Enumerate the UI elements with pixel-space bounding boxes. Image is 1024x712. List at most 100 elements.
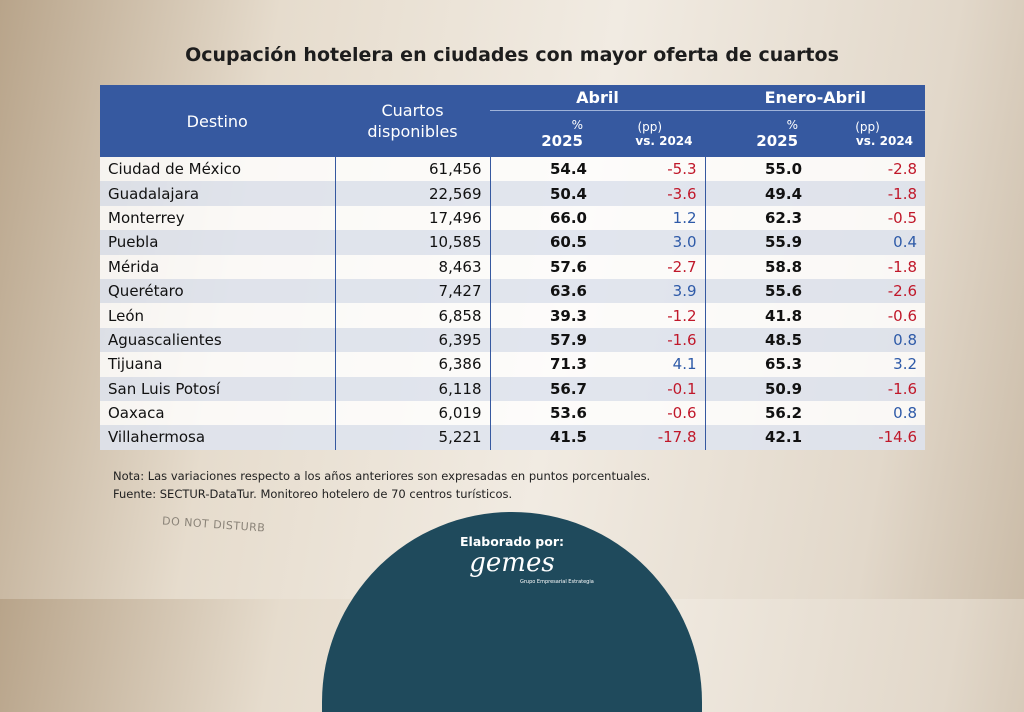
header-group: Abril <box>489 85 706 111</box>
table-cell: -0.6 <box>810 303 926 328</box>
note: Nota: Las variaciones respecto a los año… <box>113 469 651 483</box>
table-row: Oaxaca 6,019 53.6 -0.6 56.2 0.8 <box>100 400 926 426</box>
table-cell: -5.3 <box>595 157 706 182</box>
table-cell: 6,118 <box>334 376 490 401</box>
header-sub: (pp) vs. 2024 <box>595 110 706 157</box>
table-cell: 0.8 <box>810 327 926 353</box>
header-sub-top: % <box>571 117 583 132</box>
table-cell: 63.6 <box>489 278 595 304</box>
header-sub-bottom: 2025 <box>756 131 799 150</box>
table-cell: León <box>100 303 335 328</box>
table-row: León 6,858 39.3 -1.2 41.8 -0.6 <box>100 303 926 328</box>
table-cell: 6,019 <box>334 400 490 426</box>
table-row: San Luis Potosí 6,118 56.7 -0.1 50.9 -1.6 <box>100 376 926 401</box>
table-cell: -2.6 <box>810 278 926 304</box>
table-cell: 3.2 <box>810 352 926 377</box>
table-cell: -3.6 <box>595 181 706 206</box>
table-cell: Aguascalientes <box>100 327 335 353</box>
table-row: Ciudad de México 61,456 54.4 -5.3 55.0 -2.8 <box>100 157 926 182</box>
table-cell: 3.0 <box>595 230 706 255</box>
table-cell: 62.3 <box>704 205 811 231</box>
table-cell: 57.6 <box>489 254 595 279</box>
table-cell: 49.4 <box>704 181 811 206</box>
table-cell: -2.8 <box>810 157 926 182</box>
header-sub: % 2025 <box>704 110 811 157</box>
table: Destino Cuartos disponibles Abril Enero-… <box>100 85 926 450</box>
table-cell: 53.6 <box>489 400 595 426</box>
table-cell: -2.7 <box>595 254 706 279</box>
table-cell: 41.5 <box>489 425 595 450</box>
table-cell: 6,386 <box>334 352 490 377</box>
table-cell: 39.3 <box>489 303 595 328</box>
header-sub-bottom: vs. 2024 <box>635 133 693 148</box>
table-cell: 61,456 <box>334 157 490 182</box>
table-row: Villahermosa 5,221 41.5 -17.8 42.1 -14.6 <box>100 425 926 450</box>
table-row: Mérida 8,463 57.6 -2.7 58.8 -1.8 <box>100 254 926 279</box>
table-cell: 65.3 <box>704 352 811 377</box>
header-cell: Cuartos disponibles <box>334 85 490 157</box>
logo: gemes <box>469 548 555 578</box>
table-row: Monterrey 17,496 66.0 1.2 62.3 -0.5 <box>100 205 926 231</box>
table-cell: 17,496 <box>334 205 490 231</box>
table-cell: Guadalajara <box>100 181 335 206</box>
table-cell: 3.9 <box>595 278 706 304</box>
table-row: Tijuana 6,386 71.3 4.1 65.3 3.2 <box>100 352 926 377</box>
table-cell: 1.2 <box>595 205 706 231</box>
header-sub: % 2025 <box>489 110 595 157</box>
table-cell: 54.4 <box>489 157 595 182</box>
table-cell: Villahermosa <box>100 425 335 450</box>
header-sub-top: (pp) <box>637 119 663 134</box>
table-cell: Oaxaca <box>100 400 335 426</box>
table-cell: 50.9 <box>704 376 811 401</box>
table-cell: -0.1 <box>595 376 706 401</box>
table-cell: 6,858 <box>334 303 490 328</box>
table-cell: -0.6 <box>595 400 706 426</box>
header-sub-top: % <box>786 117 799 132</box>
table-cell: 55.0 <box>704 157 811 182</box>
table-cell: Querétaro <box>100 278 335 304</box>
logo-subtitle: Grupo Empresarial Estrategia <box>520 579 594 585</box>
table-cell: 55.9 <box>704 230 811 255</box>
table-cell: Monterrey <box>100 205 335 231</box>
table-cell: 71.3 <box>489 352 595 377</box>
table-cell: -17.8 <box>595 425 706 450</box>
table-cell: 56.7 <box>489 376 595 401</box>
table-row: Aguascalientes 6,395 57.9 -1.6 48.5 0.8 <box>100 327 926 353</box>
table-cell: 55.6 <box>704 278 811 304</box>
table-cell: -1.6 <box>595 327 706 353</box>
table-cell: 8,463 <box>334 254 490 279</box>
note: Fuente: SECTUR-DataTur. Monitoreo hotele… <box>113 487 513 501</box>
header-sub-top: (pp) <box>855 119 880 134</box>
table-cell: 4.1 <box>595 352 706 377</box>
table-cell: 48.5 <box>704 327 811 353</box>
table-cell: 41.8 <box>704 303 811 328</box>
table-cell: San Luis Potosí <box>100 376 335 401</box>
title: Ocupación hotelera en ciudades con mayor… <box>185 44 839 66</box>
table-cell: 5,221 <box>334 425 490 450</box>
table-cell: 0.8 <box>810 400 926 426</box>
header-cell: Destino <box>100 85 335 157</box>
table-cell: 6,395 <box>334 327 490 353</box>
table-cell: 50.4 <box>489 181 595 206</box>
table-cell: -0.5 <box>810 205 926 231</box>
table-cell: 22,569 <box>334 181 490 206</box>
table-cell: -1.2 <box>595 303 706 328</box>
door-sign: DO NOT DISTURB <box>161 514 266 535</box>
notes: Nota: Las variaciones respecto a los año… <box>113 467 650 503</box>
table-cell: -1.6 <box>810 376 926 401</box>
table-cell: -14.6 <box>810 425 926 450</box>
header-group: Enero-Abril <box>704 85 926 111</box>
header-sub-bottom: 2025 <box>541 131 583 150</box>
table-cell: Tijuana <box>100 352 335 377</box>
table-cell: 58.8 <box>704 254 811 279</box>
table-row: Guadalajara 22,569 50.4 -3.6 49.4 -1.8 <box>100 181 926 206</box>
header-sub-bottom: vs. 2024 <box>855 133 914 148</box>
table-cell: 7,427 <box>334 278 490 304</box>
table-cell: 0.4 <box>810 230 926 255</box>
table-cell: -1.8 <box>810 254 926 279</box>
table-row: Querétaro 7,427 63.6 3.9 55.6 -2.6 <box>100 278 926 304</box>
table-cell: 10,585 <box>334 230 490 255</box>
table-cell: -1.8 <box>810 181 926 206</box>
table-cell: Ciudad de México <box>100 157 335 182</box>
